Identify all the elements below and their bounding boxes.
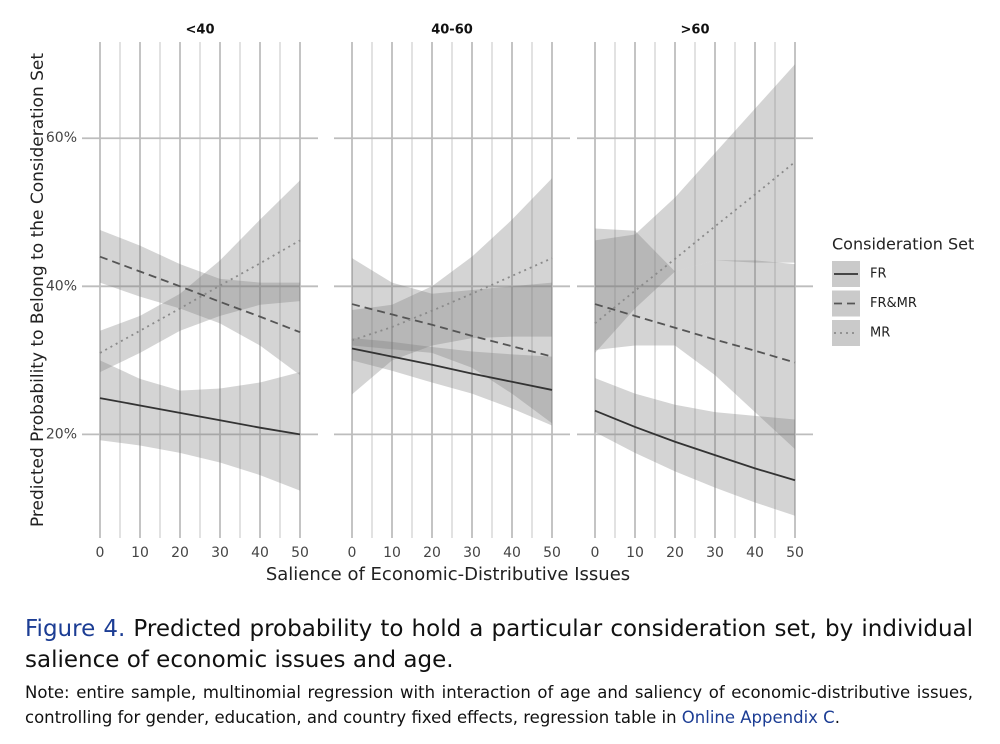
confidence-band	[595, 378, 795, 516]
facet-title: >60	[681, 23, 710, 38]
confidence-band	[352, 338, 552, 426]
y-tick-label: 20%	[46, 426, 77, 442]
legend-title: Consideration Set	[832, 235, 974, 254]
note: Note: entire sample, multinomial regress…	[25, 680, 973, 730]
note-end: .	[834, 708, 840, 727]
confidence-band	[100, 180, 300, 373]
series-line	[594, 161, 796, 325]
x-tick-label: 20	[666, 545, 684, 561]
x-tick-label: 10	[626, 545, 644, 561]
facet-title: <40	[186, 23, 215, 38]
confidence-band	[352, 258, 552, 424]
chart: Predicted Probability to Belong to the C…	[28, 23, 974, 586]
x-tick-label: 50	[291, 545, 309, 561]
x-tick-label: 40	[251, 545, 269, 561]
series-line	[99, 239, 301, 354]
confidence-band	[595, 64, 795, 353]
facet-title: 40-60	[431, 23, 473, 38]
x-tick-label: 0	[96, 545, 105, 561]
note-text: Note: entire sample, multinomial regress…	[25, 683, 973, 727]
confidence-band	[100, 230, 300, 376]
x-tick-label: 0	[591, 545, 600, 561]
y-tick-label: 60%	[46, 130, 77, 146]
x-tick-label: 0	[348, 545, 357, 561]
y-tick-label: 40%	[46, 278, 77, 294]
caption-text: Predicted probability to hold a particul…	[25, 616, 974, 673]
series-line	[594, 303, 796, 364]
confidence-band	[100, 360, 300, 491]
x-tick-label: 30	[463, 545, 481, 561]
x-tick-label: 20	[423, 545, 441, 561]
legend-label: MR	[870, 326, 890, 341]
x-tick-label: 30	[706, 545, 724, 561]
figure-label: Figure 4.	[25, 616, 126, 642]
x-axis-title: Salience of Economic-Distributive Issues	[266, 564, 630, 585]
series-line	[594, 409, 796, 482]
x-tick-label: 20	[171, 545, 189, 561]
x-tick-label: 40	[746, 545, 764, 561]
legend-label: FR&MR	[870, 296, 917, 311]
confidence-band	[595, 228, 795, 450]
x-tick-label: 30	[211, 545, 229, 561]
x-tick-label: 50	[786, 545, 804, 561]
y-axis-title: Predicted Probability to Belong to the C…	[28, 53, 48, 527]
appendix-link[interactable]: Online Appendix C	[681, 708, 835, 727]
series-line	[99, 397, 301, 436]
series-line	[351, 303, 553, 358]
confidence-band	[352, 178, 552, 395]
caption: Figure 4. Predicted probability to hold …	[25, 614, 973, 676]
x-tick-label: 40	[503, 545, 521, 561]
x-tick-label: 10	[131, 545, 149, 561]
series-line	[351, 347, 553, 391]
x-tick-label: 50	[543, 545, 561, 561]
x-tick-label: 10	[383, 545, 401, 561]
series-line	[99, 255, 301, 334]
legend-label: FR	[870, 267, 887, 282]
